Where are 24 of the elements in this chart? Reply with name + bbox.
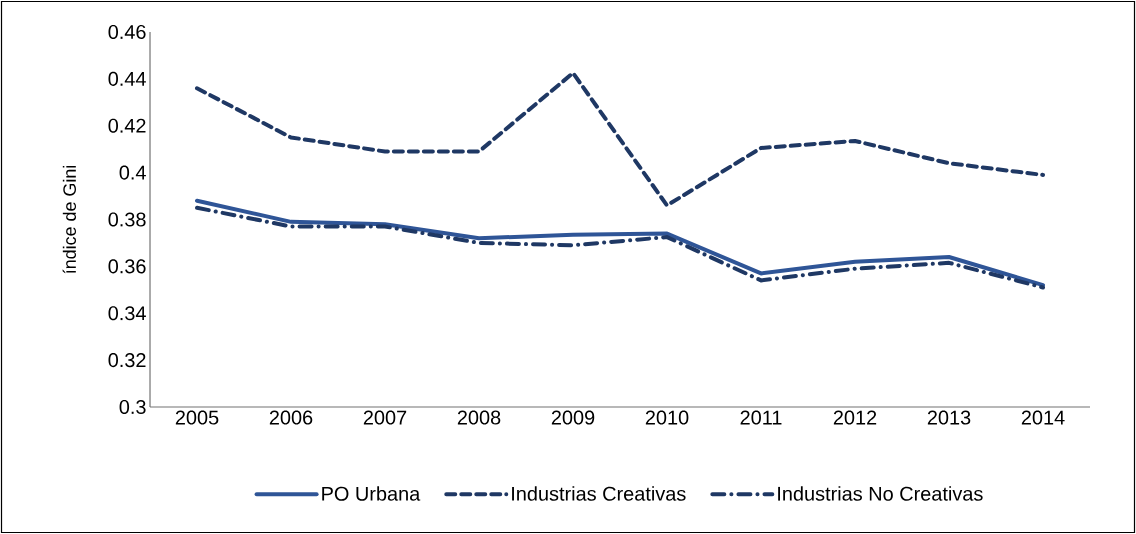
x-tick-label: 2007	[363, 410, 407, 425]
x-tick-label: 2011	[740, 410, 782, 425]
legend-label: PO Urbana	[322, 486, 421, 501]
x-tick-label: 2013	[927, 410, 971, 425]
y-tick-label: 0.38	[108, 212, 146, 227]
y-axis-title: índice de Gini	[62, 165, 76, 274]
y-tick-label: 0.44	[108, 71, 146, 86]
y-tick-label: 0.36	[108, 259, 146, 274]
y-tick-label: 0.4	[119, 165, 146, 180]
y-tick-label: 0.46	[108, 24, 146, 40]
x-tick-label: 2014	[1021, 410, 1065, 425]
x-tick-label: 2009	[551, 410, 595, 425]
x-tick-label: 2006	[269, 410, 313, 425]
legend-label: Industrias No Creativas	[778, 486, 983, 501]
y-tick-label: 0.3	[119, 399, 146, 415]
x-tick-label: 2008	[457, 410, 501, 425]
y-tick-label: 0.34	[108, 306, 146, 321]
legend-label: Industrias Creativas	[512, 486, 686, 501]
y-tick-label: 0.32	[108, 353, 146, 368]
x-tick-label: 2012	[833, 410, 877, 425]
y-tick-label: 0.42	[108, 118, 146, 133]
x-tick-label: 2005	[175, 410, 219, 425]
line-series	[195, 71, 1046, 208]
x-tick-label: 2010	[645, 410, 689, 425]
